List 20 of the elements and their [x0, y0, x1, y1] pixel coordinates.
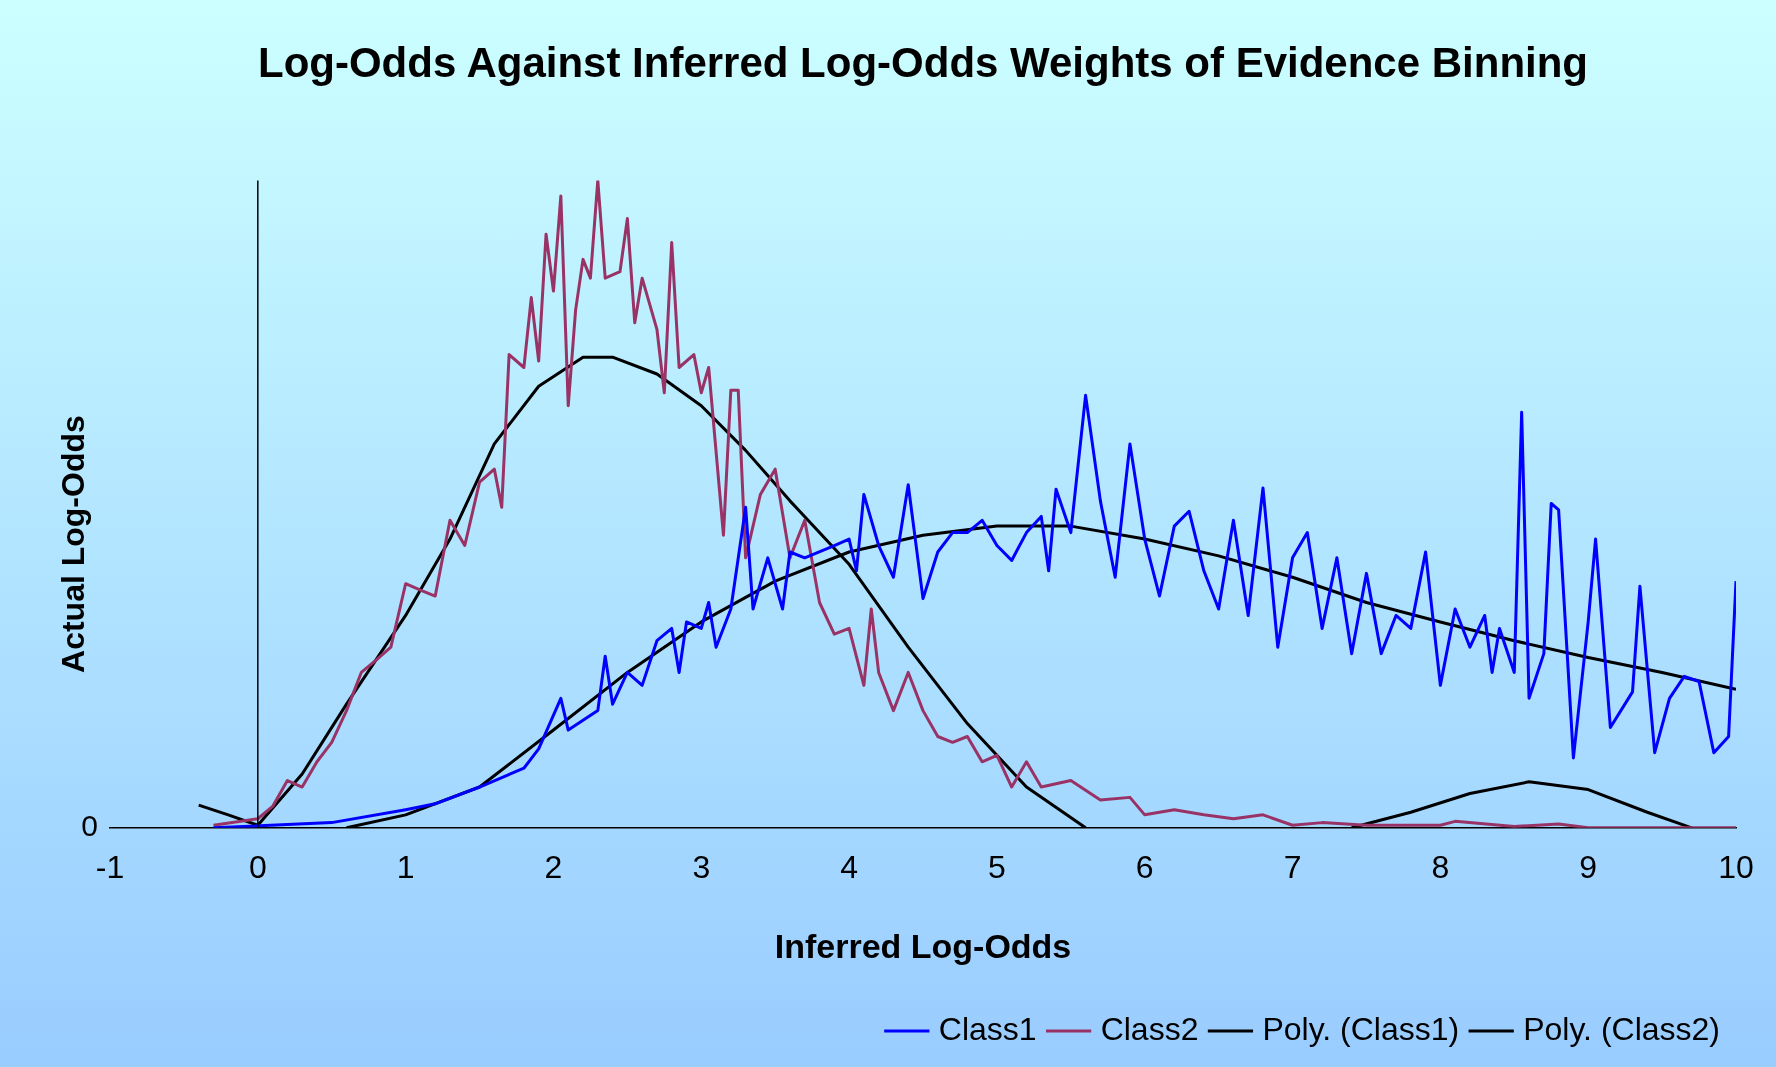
x-axis-title: Inferred Log-Odds — [774, 926, 1072, 965]
x-tick-label: 2 — [544, 848, 563, 885]
x-tick-label: 1 — [396, 848, 415, 885]
y-axis-title: Actual Log-Odds — [54, 415, 91, 673]
x-tick-label: -1 — [95, 848, 125, 885]
x-tick-label: 6 — [1135, 848, 1154, 885]
legend-label: Poly. (Class1) — [1262, 1010, 1460, 1047]
x-tick-label: 5 — [988, 848, 1006, 885]
legend-label: Class2 — [1100, 1010, 1199, 1047]
x-tick-label: 4 — [840, 848, 858, 885]
x-tick-label: 9 — [1579, 848, 1598, 885]
chart-title: Log-Odds Against Inferred Log-Odds Weights of Evidence Binning — [257, 38, 1589, 86]
x-tick-label: 0 — [248, 848, 267, 885]
x-tick-label: 10 — [1718, 848, 1754, 885]
text: 0 — [81, 809, 98, 843]
legend-label: Class1 — [938, 1010, 1037, 1047]
x-tick-label: 8 — [1431, 848, 1450, 885]
x-tick-label: 7 — [1283, 848, 1302, 885]
legend-label: Poly. (Class2) — [1523, 1010, 1720, 1047]
x-tick-label: 3 — [692, 848, 711, 885]
